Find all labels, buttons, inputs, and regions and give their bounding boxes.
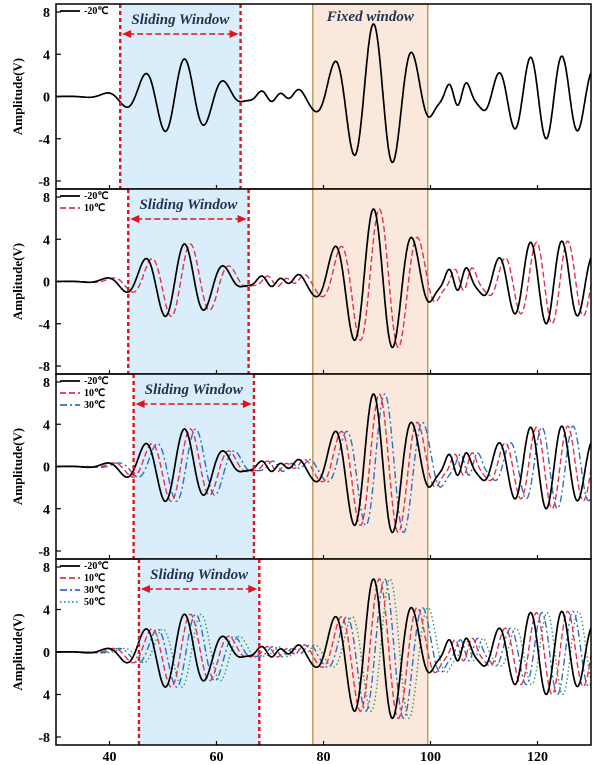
y-tick-label: 4	[43, 604, 50, 619]
y-tick-label: -8	[38, 175, 50, 190]
y-tick-label: 8	[43, 191, 50, 206]
series-line-30c	[56, 393, 591, 534]
arrowhead-left	[122, 30, 132, 38]
sliding-window-label: Sliding Window	[131, 12, 230, 28]
legend-label: 10℃	[84, 573, 105, 584]
arrowhead-right	[242, 400, 252, 408]
y-tick-label: 4	[43, 233, 50, 248]
y-tick-label: 8	[43, 376, 50, 391]
legend-label: -20℃	[84, 561, 109, 572]
x-tick-label: 120	[527, 750, 548, 765]
sliding-window-region	[120, 4, 241, 189]
sliding-window-region	[128, 189, 249, 374]
series-line-minus20c	[56, 208, 591, 349]
legend-label: 30℃	[84, 585, 105, 596]
y-axis-label: Amplitude(V)	[10, 428, 25, 505]
y-tick-label: -4	[38, 133, 50, 148]
y-tick-label: -8	[38, 731, 50, 746]
legend: -20℃	[60, 6, 109, 17]
sliding-window-label: Sliding Window	[139, 197, 238, 213]
y-tick-label: 0	[43, 91, 50, 106]
panel-1: Sliding Window Fixed window 8 4 0 -4 -8 Amplitu…	[10, 3, 592, 190]
arrowhead-left	[140, 585, 150, 593]
x-tick-label: 60	[210, 750, 224, 765]
panel-4: Sliding Window8404-8Amplitude(V)-20℃10℃3…	[10, 558, 592, 765]
series-line-minus20c	[56, 23, 591, 164]
x-tick-label: 80	[317, 750, 331, 765]
legend-label: -20℃	[84, 376, 109, 387]
y-tick-label: 0	[43, 276, 50, 291]
y-tick-label: 0	[43, 646, 50, 661]
sliding-window-label: Sliding Window	[145, 382, 244, 398]
arrowhead-right	[248, 585, 258, 593]
x-tick-label: 40	[103, 750, 117, 765]
series-line-minus20c	[56, 578, 591, 720]
y-tick-label: 4	[43, 418, 50, 433]
y-axis-label: Amplitude(V)	[10, 58, 25, 135]
legend-label: 30℃	[84, 400, 105, 411]
fixed-window-label: Fixed window	[326, 9, 415, 25]
arrowhead-left	[135, 400, 145, 408]
series-line-10c	[56, 578, 591, 720]
sliding-window-region	[138, 559, 260, 745]
y-tick-label: -8	[38, 545, 50, 560]
arrowhead-right	[229, 30, 239, 38]
legend: -20℃10℃30℃50℃	[60, 561, 109, 608]
legend-label: 50℃	[84, 597, 105, 608]
y-tick-label: -4	[38, 318, 50, 333]
series-line-30c	[56, 578, 591, 720]
y-tick-label: 8	[43, 6, 50, 21]
legend-label: 10℃	[84, 203, 105, 214]
legend-label: -20℃	[84, 6, 109, 17]
y-tick-label: 0	[43, 461, 50, 476]
arrowhead-right	[237, 215, 247, 223]
panel-2: Sliding Window 8 4 0 -4 -8 Amplitude(V) -20℃10℃	[10, 188, 592, 375]
y-tick-label: 8	[43, 561, 50, 576]
x-tick-label: 100	[420, 750, 441, 765]
legend-label: -20℃	[84, 191, 109, 202]
legend-label: 10℃	[84, 388, 105, 399]
y-tick-label: 4	[43, 503, 50, 518]
panel-3: Sliding Window 8 4 0 4 -8 Amplitude(V) -20℃10℃3…	[10, 373, 592, 560]
y-axis-label: Amplitude(V)	[10, 613, 25, 690]
y-tick-label: 4	[43, 689, 50, 704]
y-axis-label: Amplitude(V)	[10, 243, 25, 320]
legend: -20℃10℃	[60, 191, 109, 214]
y-tick-label: -8	[38, 360, 50, 375]
sliding-window-label: Sliding Window	[150, 567, 249, 583]
legend: -20℃10℃30℃	[60, 376, 109, 411]
arrowhead-left	[130, 215, 140, 223]
series-line-minus20c	[56, 393, 591, 534]
y-tick-label: 4	[43, 48, 50, 63]
